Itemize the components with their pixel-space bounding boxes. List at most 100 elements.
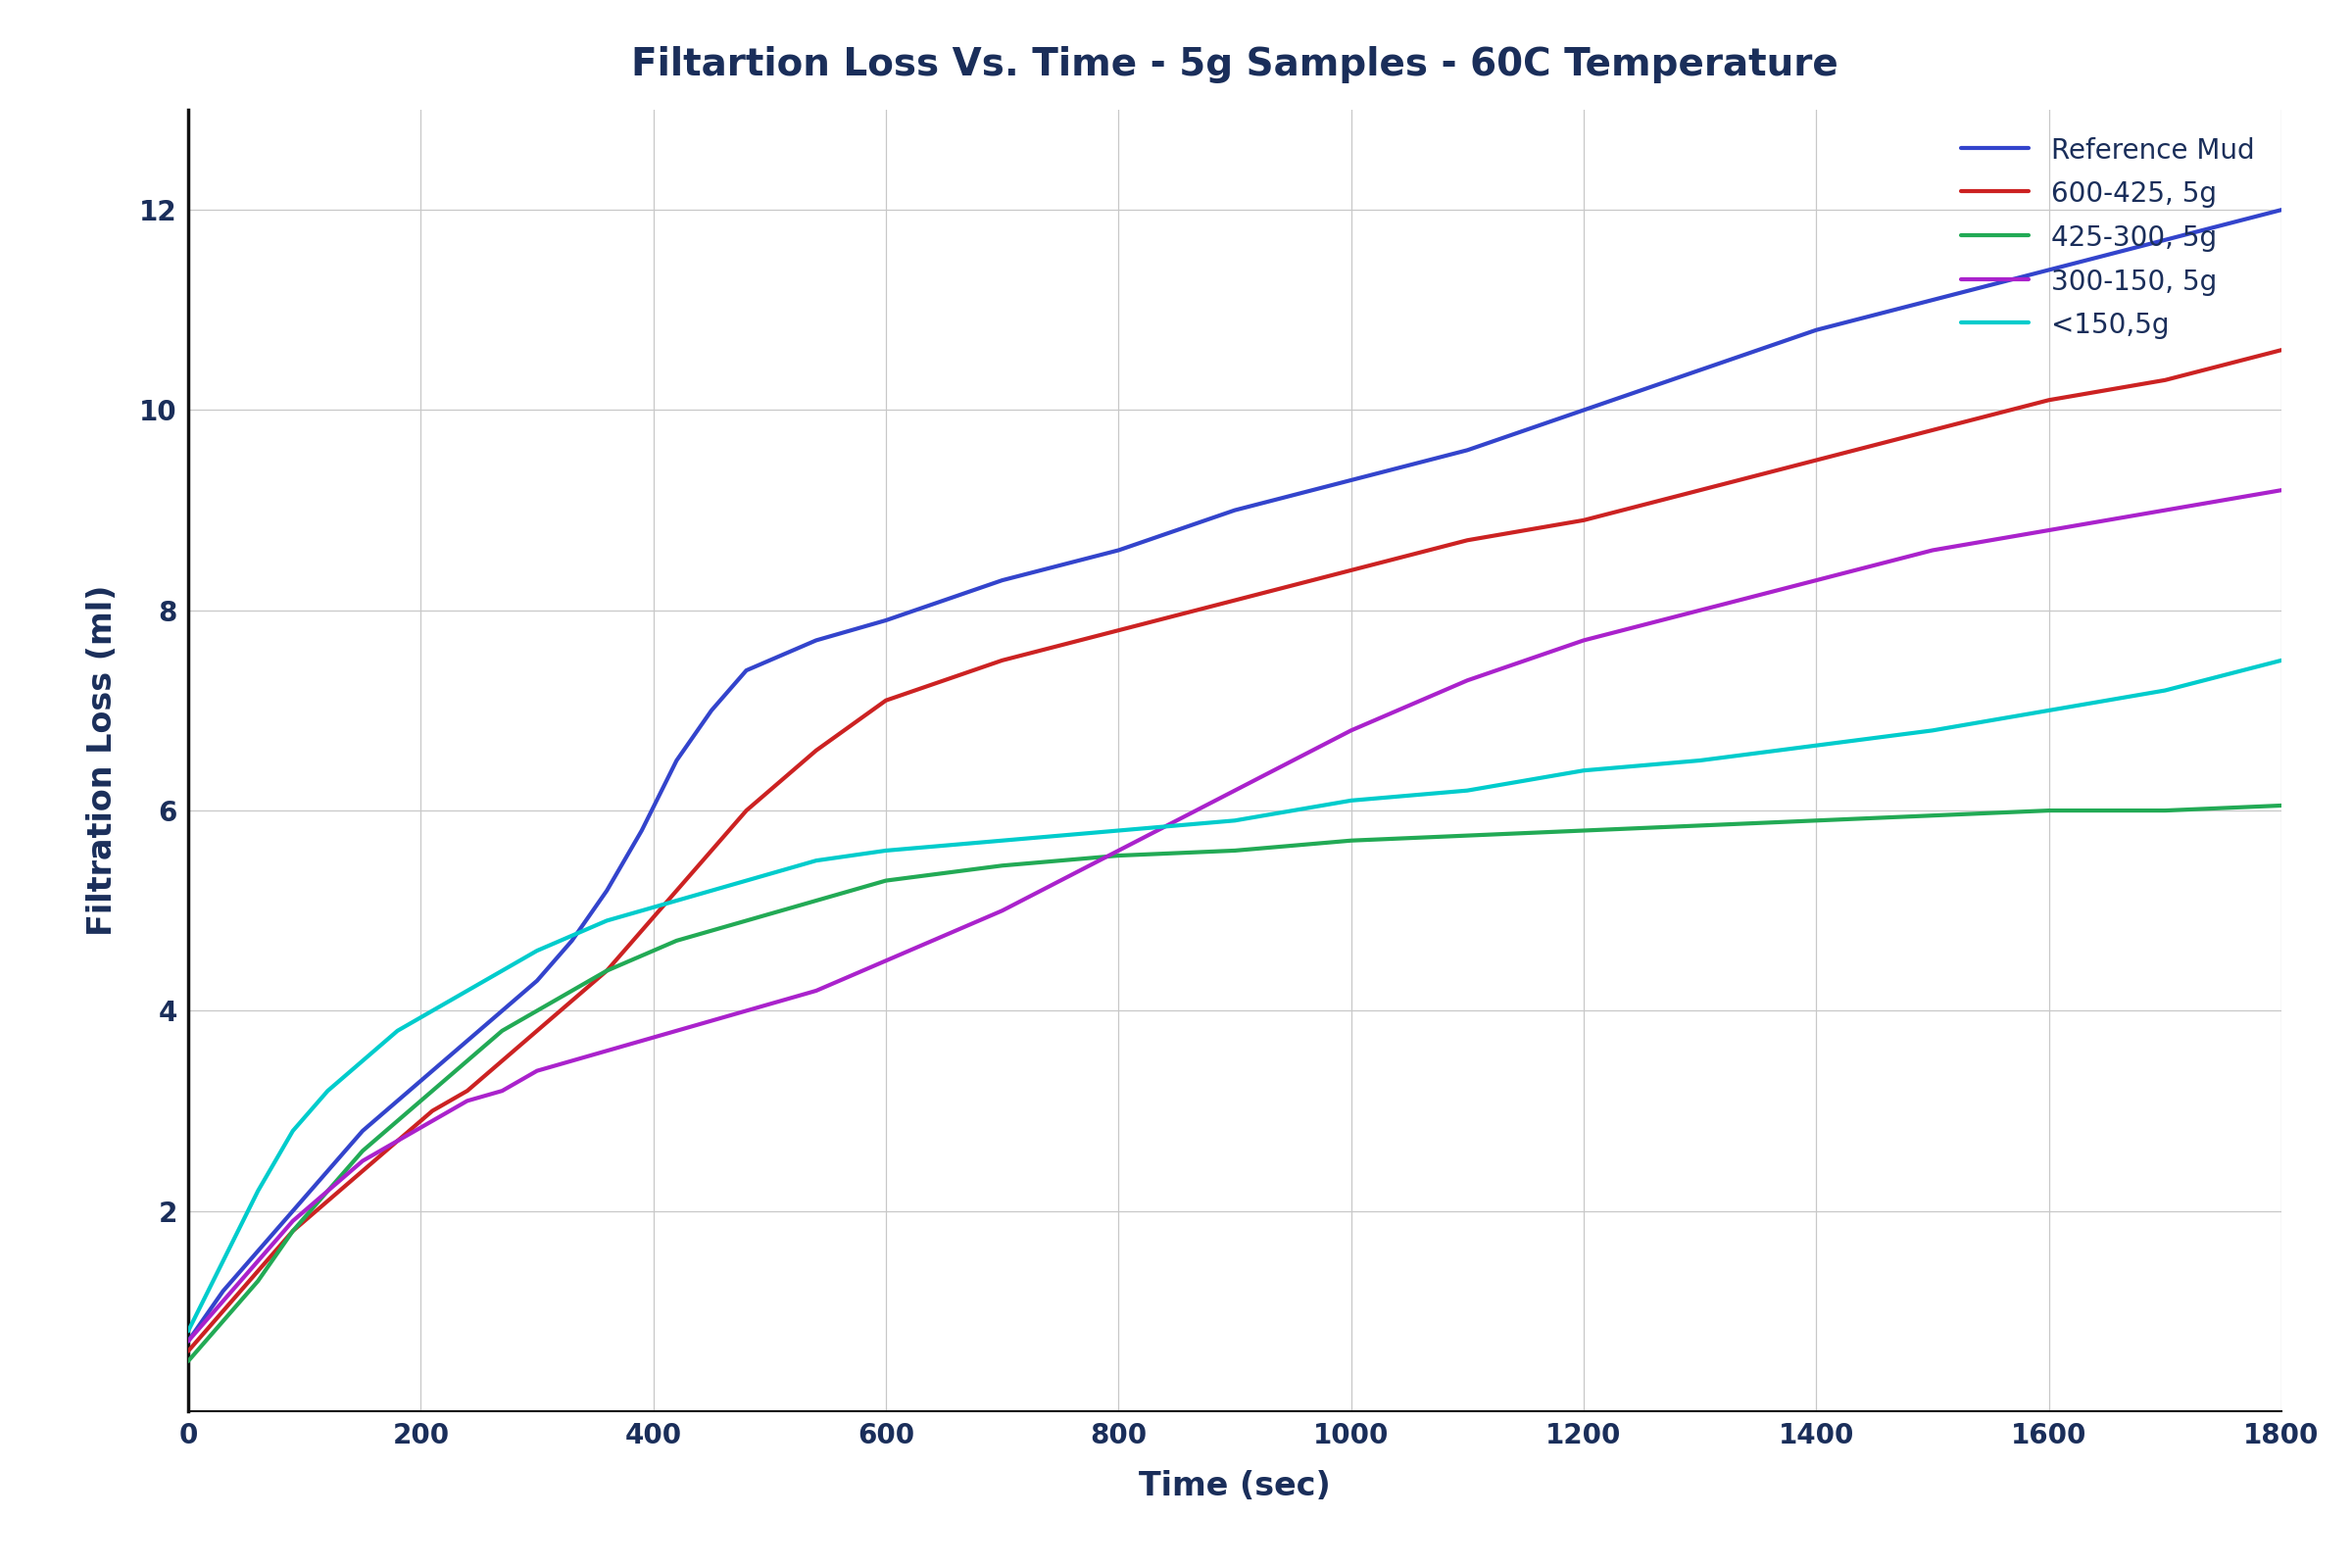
Reference Mud — [1802, 320, 1830, 339]
300-150, 5g — [383, 1132, 412, 1151]
<150,5g — [873, 840, 901, 859]
300-150, 5g — [2034, 521, 2063, 539]
425-300, 5g — [454, 1052, 482, 1071]
300-150, 5g — [313, 1182, 341, 1201]
425-300, 5g — [1569, 822, 1597, 840]
300-150, 5g — [802, 982, 830, 1000]
Reference Mud — [2152, 230, 2180, 249]
Line: 425-300, 5g: 425-300, 5g — [188, 806, 2281, 1361]
<150,5g — [209, 1251, 238, 1270]
Reference Mud — [1686, 361, 1715, 379]
425-300, 5g — [383, 1112, 412, 1131]
600-425, 5g — [383, 1132, 412, 1151]
300-150, 5g — [419, 1112, 447, 1131]
Reference Mud — [383, 1091, 412, 1110]
600-425, 5g — [209, 1301, 238, 1320]
300-150, 5g — [348, 1151, 376, 1170]
Title: Filtartion Loss Vs. Time - 5g Samples - 60C Temperature: Filtartion Loss Vs. Time - 5g Samples - … — [630, 47, 1839, 83]
Reference Mud — [1105, 541, 1134, 560]
425-300, 5g — [1221, 840, 1249, 859]
300-150, 5g — [522, 1062, 550, 1080]
Reference Mud — [802, 630, 830, 649]
600-425, 5g — [1336, 561, 1364, 580]
300-150, 5g — [593, 1041, 621, 1060]
Line: Reference Mud: Reference Mud — [188, 210, 2281, 1341]
Reference Mud — [522, 971, 550, 989]
425-300, 5g — [593, 961, 621, 980]
300-150, 5g — [663, 1021, 691, 1040]
<150,5g — [2034, 701, 2063, 720]
600-425, 5g — [1686, 481, 1715, 500]
<150,5g — [1105, 822, 1134, 840]
<150,5g — [1336, 792, 1364, 811]
600-425, 5g — [731, 801, 760, 820]
425-300, 5g — [209, 1312, 238, 1331]
425-300, 5g — [419, 1082, 447, 1101]
Line: 300-150, 5g: 300-150, 5g — [188, 491, 2281, 1341]
<150,5g — [1802, 735, 1830, 754]
600-425, 5g — [489, 1052, 517, 1071]
425-300, 5g — [731, 911, 760, 930]
600-425, 5g — [1454, 532, 1482, 550]
<150,5g — [348, 1052, 376, 1071]
300-150, 5g — [731, 1002, 760, 1021]
600-425, 5g — [1569, 511, 1597, 530]
300-150, 5g — [174, 1331, 202, 1350]
<150,5g — [1569, 760, 1597, 779]
Reference Mud — [1336, 470, 1364, 489]
600-425, 5g — [802, 742, 830, 760]
600-425, 5g — [174, 1342, 202, 1361]
300-150, 5g — [245, 1251, 273, 1270]
300-150, 5g — [1569, 630, 1597, 649]
<150,5g — [245, 1182, 273, 1201]
<150,5g — [454, 982, 482, 1000]
300-150, 5g — [489, 1082, 517, 1101]
<150,5g — [383, 1021, 412, 1040]
425-300, 5g — [2034, 801, 2063, 820]
<150,5g — [280, 1121, 306, 1140]
425-300, 5g — [1454, 826, 1482, 845]
300-150, 5g — [2152, 500, 2180, 519]
Reference Mud — [245, 1242, 273, 1261]
600-425, 5g — [280, 1221, 306, 1240]
Reference Mud — [2034, 260, 2063, 279]
Reference Mud — [419, 1062, 447, 1080]
425-300, 5g — [663, 931, 691, 950]
Legend: Reference Mud, 600-425, 5g, 425-300, 5g, 300-150, 5g, <150,5g: Reference Mud, 600-425, 5g, 425-300, 5g,… — [1947, 124, 2267, 353]
<150,5g — [1919, 721, 1947, 740]
600-425, 5g — [454, 1082, 482, 1101]
425-300, 5g — [873, 872, 901, 891]
Reference Mud — [280, 1201, 306, 1220]
<150,5g — [1221, 811, 1249, 829]
300-150, 5g — [1221, 781, 1249, 800]
<150,5g — [1454, 781, 1482, 800]
600-425, 5g — [1221, 591, 1249, 610]
<150,5g — [731, 872, 760, 891]
Reference Mud — [873, 612, 901, 630]
600-425, 5g — [663, 881, 691, 900]
<150,5g — [419, 1002, 447, 1021]
Reference Mud — [313, 1162, 341, 1181]
600-425, 5g — [313, 1192, 341, 1210]
600-425, 5g — [593, 961, 621, 980]
300-150, 5g — [1802, 571, 1830, 590]
Reference Mud — [663, 751, 691, 770]
300-150, 5g — [280, 1212, 306, 1231]
Reference Mud — [1454, 441, 1482, 459]
Reference Mud — [348, 1121, 376, 1140]
Reference Mud — [454, 1032, 482, 1051]
Line: 600-425, 5g: 600-425, 5g — [188, 350, 2281, 1352]
300-150, 5g — [988, 902, 1016, 920]
Reference Mud — [2267, 201, 2296, 220]
300-150, 5g — [1919, 541, 1947, 560]
425-300, 5g — [489, 1021, 517, 1040]
425-300, 5g — [1919, 806, 1947, 825]
<150,5g — [2267, 651, 2296, 670]
600-425, 5g — [419, 1101, 447, 1120]
Reference Mud — [557, 931, 586, 950]
300-150, 5g — [454, 1091, 482, 1110]
425-300, 5g — [2267, 797, 2296, 815]
<150,5g — [663, 891, 691, 909]
425-300, 5g — [1336, 831, 1364, 850]
425-300, 5g — [988, 856, 1016, 875]
